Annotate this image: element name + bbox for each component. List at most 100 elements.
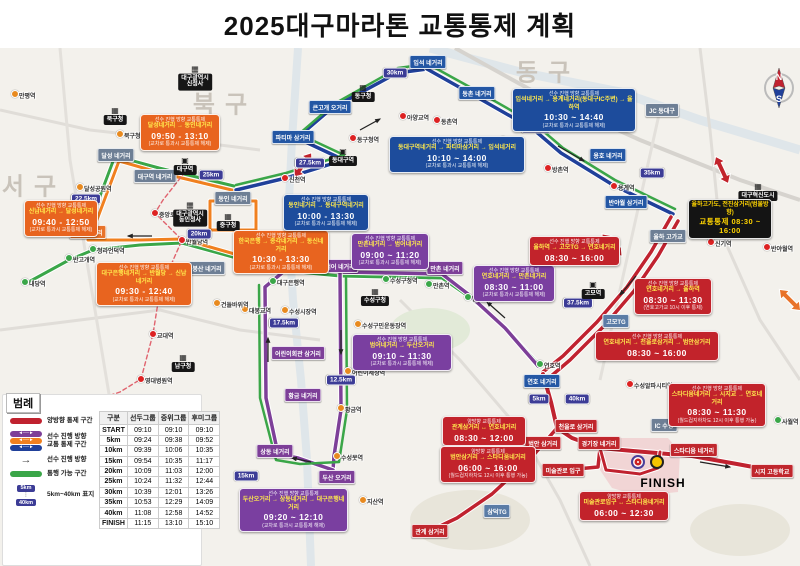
building-icon: ▦ bbox=[186, 200, 194, 210]
timetable-distance: 10km bbox=[99, 445, 128, 457]
km-badge-37.5km: 37.5km bbox=[562, 297, 594, 309]
col-header-middle-group: 중위그룹 bbox=[157, 410, 190, 426]
runner-flow-arrow bbox=[619, 275, 637, 296]
legend-title: 범례 bbox=[6, 393, 41, 413]
callout-time: 08:30 ~ 11:00 bbox=[484, 281, 544, 292]
timetable-distance: 30km bbox=[99, 486, 128, 499]
station-dot bbox=[763, 243, 771, 251]
traffic-control-callout: 선수 진행 방향 교통통제 한국은행 → 종각네거리 → 동신네거리 10:30 -… bbox=[233, 230, 329, 275]
intersection-chip: 시지 고등학교 bbox=[750, 464, 794, 478]
km-badge-12.5km: 12.5km bbox=[325, 374, 357, 386]
timetable-row: 5km 09:24 09:38 09:52 bbox=[99, 434, 221, 447]
timetable-time: 10:35 bbox=[157, 455, 190, 467]
timetable-time: 09:10 bbox=[157, 424, 190, 436]
station-label: 용계역 bbox=[618, 186, 635, 192]
col-header-lead-group: 선두그룹 bbox=[126, 410, 159, 426]
callout-time: 09:30 - 12:40 bbox=[115, 286, 173, 297]
station-label: 지산역 bbox=[367, 500, 384, 506]
station-dot bbox=[349, 134, 357, 142]
callout-route: 범안삼거리 → 스타디움네거리 bbox=[450, 455, 526, 462]
km-badge-30km: 30km bbox=[382, 67, 408, 79]
traffic-control-callout: 선수 진행 방향 교통통제 스타디움네거리 → 시지교 → 연호네거리 08:30 … bbox=[668, 383, 766, 428]
compass-south-label: S bbox=[776, 94, 782, 104]
timetable-row: 10km 09:39 10:06 10:35 bbox=[99, 445, 221, 457]
timetable-distance: 15km bbox=[99, 455, 128, 467]
place-box: ▦ 남구청 bbox=[171, 354, 195, 372]
place-box: ▦ 동구청 bbox=[351, 83, 375, 102]
station-dot bbox=[359, 496, 367, 504]
timetable-time: 14:52 bbox=[188, 507, 221, 519]
callout-route: 미술관로입구 ↔ 스타디움네거리 bbox=[583, 500, 665, 507]
traffic-control-callout: 선수 진행 방향 교통통제 달성네거리 → 동인네거리 09:50 - 13:10(… bbox=[140, 114, 220, 151]
legend-label: 5km~40km 표지 bbox=[47, 491, 95, 499]
suseong-loop-green bbox=[257, 276, 349, 466]
station-dot bbox=[11, 90, 19, 98]
station-dot bbox=[610, 182, 618, 190]
station-dot bbox=[76, 183, 84, 191]
timetable-time: 11:08 bbox=[126, 507, 159, 519]
station-label: 반야월역 bbox=[771, 247, 794, 253]
callout-header: 선수 진행 방향 교통통제 bbox=[549, 239, 600, 245]
timetable-distance: 20km bbox=[99, 465, 128, 478]
station-label: 수성구청역 bbox=[390, 279, 418, 285]
callout-note: (교차로 통과시 교통통제 해제) bbox=[358, 260, 422, 267]
station-dot bbox=[425, 280, 433, 288]
timetable-time: 11:15 bbox=[126, 517, 159, 530]
station-dot bbox=[137, 375, 145, 383]
building-icon: ▦ bbox=[191, 64, 199, 74]
timetable-time: 11:32 bbox=[157, 476, 190, 488]
station-label: 중앙로역 bbox=[159, 213, 182, 219]
km-badge-40-icon: 40km bbox=[14, 498, 38, 508]
km-badge-27.5km: 27.5km bbox=[294, 157, 326, 169]
callout-route: 신남네거리 → 달성네거리 bbox=[28, 209, 94, 216]
legend-label: 양방향 통제 구간 bbox=[47, 417, 93, 424]
station-label: 만촌역 bbox=[433, 284, 450, 290]
station-label: 만평역 bbox=[19, 94, 36, 100]
page-title: 2025대구마라톤 교통통제 계획 bbox=[223, 10, 577, 41]
station-label: 반고개역 bbox=[73, 258, 96, 264]
timetable-time: 11:03 bbox=[157, 465, 190, 478]
callout-header: 선수 진행 방향 교통통제 bbox=[268, 491, 319, 497]
intersection-chip: 상동 네거리 bbox=[256, 444, 294, 458]
building-icon: ▦ bbox=[359, 83, 367, 93]
callout-route: 연호네거리 → 천을로삼거리 → 범안삼거리 bbox=[603, 340, 711, 347]
callout-route: 동인네거리 → 동대구역네거리 bbox=[288, 203, 364, 210]
station-dot bbox=[399, 112, 407, 120]
callout-header: 선수 진행 방향 교통통제 bbox=[631, 334, 683, 340]
intersection-chip: 달성 네거리 bbox=[97, 148, 135, 162]
place-box-label: 수성구청 bbox=[360, 296, 390, 306]
station-dot bbox=[213, 299, 221, 307]
timetable-time: 09:10 bbox=[126, 424, 159, 436]
station-label: 수성구민운동장역 bbox=[362, 324, 407, 330]
callout-route: 연호네거리 → 만촌네거리 bbox=[481, 274, 547, 281]
runner-flow-arrow bbox=[486, 301, 506, 319]
callout-time: 06:00 ~ 16:00 bbox=[458, 462, 518, 473]
yulha-yeonho-red-b bbox=[548, 219, 680, 379]
callout-note: (교차로 통과시 교통통제 해제) bbox=[482, 292, 546, 299]
station-dot bbox=[281, 174, 289, 182]
legend-label: 선수 진행 방향 bbox=[47, 456, 87, 464]
callout-time: 08:30 ~ 16:00 bbox=[544, 252, 605, 263]
legend-bar-purple: ◄──► bbox=[10, 430, 42, 437]
km-badge-15km: 15km bbox=[233, 470, 259, 482]
runner-flow-arrow bbox=[699, 461, 732, 469]
station-label: 북구청역 bbox=[124, 134, 147, 140]
traffic-control-callout: 선수 진행 방향 교통통제 율하역 → 고모TG → 연호네거리 08:30 ~ 1… bbox=[529, 236, 620, 267]
timetable-time: 13:26 bbox=[188, 486, 221, 499]
station-label: 어린이세상역 bbox=[352, 371, 386, 377]
km-badge-35km: 35km bbox=[639, 167, 665, 179]
callout-header: 양방향 교통통제 bbox=[471, 449, 505, 455]
callout-note: (교차로 통과시 교통통제 해제) bbox=[542, 122, 606, 129]
station-label: 대구은행역 bbox=[277, 281, 305, 287]
place-box: ▦ 대구혁신도시 bbox=[738, 183, 778, 201]
traffic-control-callout: 선수 진행 방향 교통통제 연호네거리 → 만촌네거리 08:30 ~ 11:00(… bbox=[473, 265, 555, 302]
district-label-동구: 동구 bbox=[515, 59, 581, 87]
place-box-label: 대구광역시 동인청사 bbox=[173, 209, 207, 227]
place-box: ▣ 대구역 bbox=[173, 157, 197, 175]
place-box-label: 대구광역시 신청사 bbox=[178, 73, 212, 91]
callout-time: 10:30 ~ 14:40 bbox=[544, 112, 604, 123]
callout-route: 율하고가도, 전진삼거리(범물방향) bbox=[691, 202, 769, 216]
station-label: 수성시장역 bbox=[289, 310, 317, 316]
place-box: ▣ 고모역 bbox=[581, 281, 605, 299]
callout-header: 선수 진행 방향 교통통제 bbox=[431, 139, 483, 145]
